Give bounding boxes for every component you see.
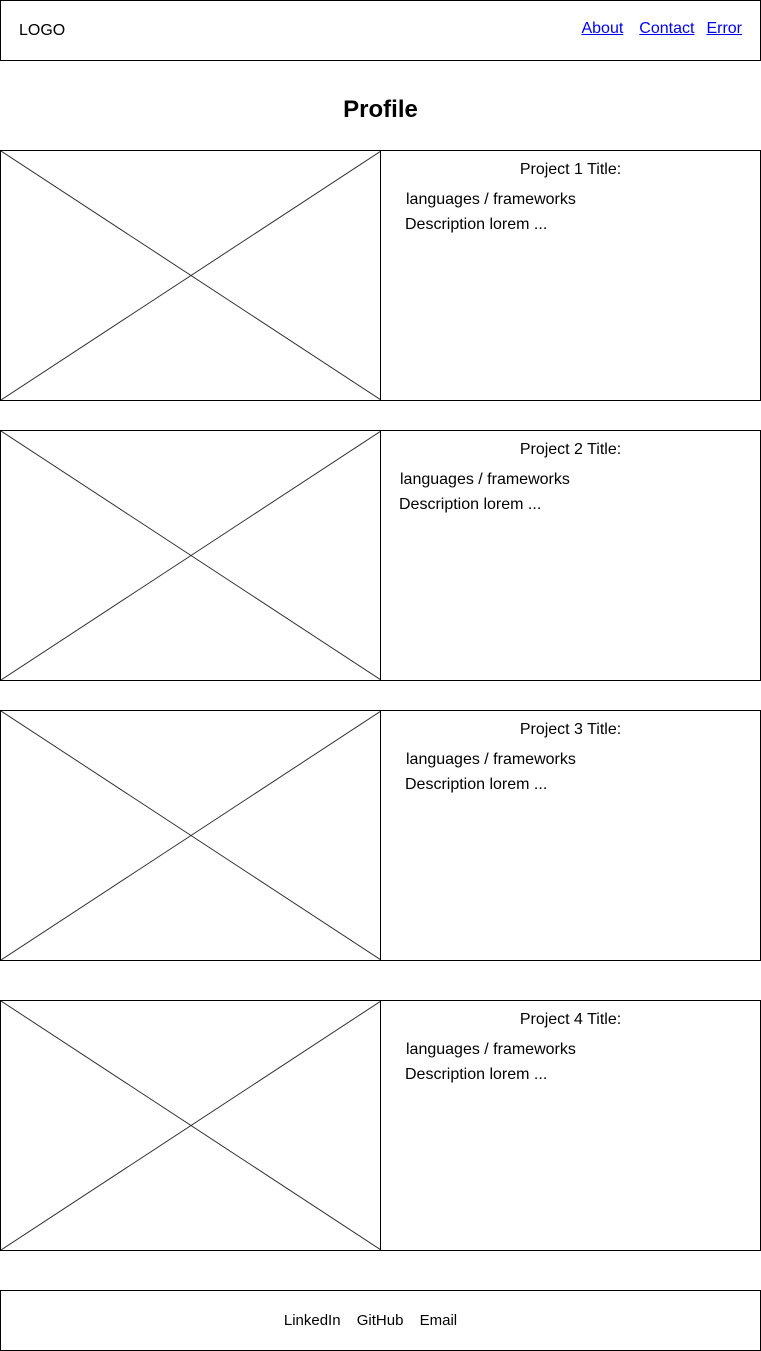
project-image-placeholder bbox=[0, 710, 381, 961]
project-card: Project 3 Title: languages / frameworks … bbox=[0, 710, 761, 961]
project-description: Description lorem ... bbox=[399, 496, 542, 513]
site-footer: LinkedIn GitHub Email bbox=[0, 1290, 761, 1351]
project-info: Project 3 Title: languages / frameworks … bbox=[380, 710, 761, 961]
nav-link-contact[interactable]: Contact bbox=[639, 20, 695, 37]
image-placeholder-icon bbox=[1, 431, 381, 680]
nav-link-error[interactable]: Error bbox=[706, 20, 742, 37]
project-info: Project 2 Title: languages / frameworks … bbox=[380, 430, 761, 681]
project-image-placeholder bbox=[0, 430, 381, 681]
project-description: Description lorem ... bbox=[405, 776, 548, 793]
footer-links: LinkedIn GitHub Email bbox=[1, 1312, 740, 1329]
site-header: LOGO About Contact Error bbox=[0, 0, 761, 61]
project-card: Project 1 Title: languages / frameworks … bbox=[0, 150, 761, 401]
project-card: Project 4 Title: languages / frameworks … bbox=[0, 1000, 761, 1251]
footer-link-github[interactable]: GitHub bbox=[356, 1312, 404, 1329]
project-title: Project 1 Title: bbox=[519, 161, 622, 178]
project-info: Project 4 Title: languages / frameworks … bbox=[380, 1000, 761, 1251]
project-info: Project 1 Title: languages / frameworks … bbox=[380, 150, 761, 401]
footer-link-linkedin[interactable]: LinkedIn bbox=[283, 1312, 341, 1329]
image-placeholder-icon bbox=[1, 1001, 381, 1250]
project-languages: languages / frameworks bbox=[406, 751, 576, 768]
logo[interactable]: LOGO bbox=[19, 22, 66, 39]
project-title: Project 3 Title: bbox=[519, 721, 622, 738]
project-title: Project 4 Title: bbox=[519, 1011, 622, 1028]
project-description: Description lorem ... bbox=[405, 216, 548, 233]
footer-link-email[interactable]: Email bbox=[419, 1312, 458, 1329]
image-placeholder-icon bbox=[1, 711, 381, 960]
project-card: Project 2 Title: languages / frameworks … bbox=[0, 430, 761, 681]
project-languages: languages / frameworks bbox=[406, 191, 576, 208]
project-description: Description lorem ... bbox=[405, 1066, 548, 1083]
project-languages: languages / frameworks bbox=[406, 1041, 576, 1058]
main-nav: About Contact Error bbox=[581, 20, 742, 38]
page-title: Profile bbox=[343, 96, 418, 123]
image-placeholder-icon bbox=[1, 151, 381, 400]
nav-link-about[interactable]: About bbox=[581, 20, 624, 37]
project-languages: languages / frameworks bbox=[400, 471, 570, 488]
project-title: Project 2 Title: bbox=[519, 441, 622, 458]
project-image-placeholder bbox=[0, 1000, 381, 1251]
project-image-placeholder bbox=[0, 150, 381, 401]
